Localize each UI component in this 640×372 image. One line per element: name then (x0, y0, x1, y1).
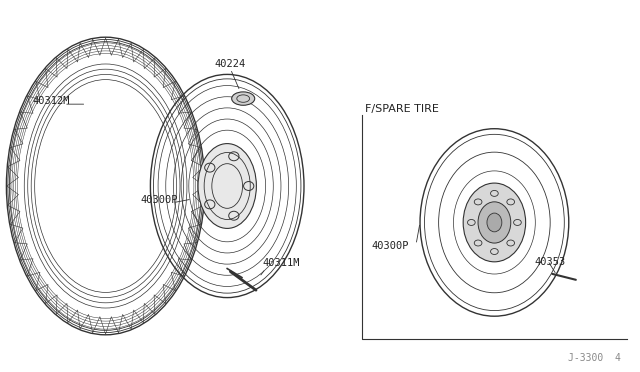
Text: 40311M: 40311M (262, 258, 300, 268)
Ellipse shape (232, 92, 255, 105)
Text: 40300P: 40300P (141, 195, 179, 205)
Text: J-3300  4: J-3300 4 (568, 353, 621, 363)
Ellipse shape (463, 183, 525, 262)
Ellipse shape (198, 144, 257, 228)
Text: 40300P: 40300P (371, 241, 409, 251)
Text: 40312M: 40312M (32, 96, 70, 106)
Ellipse shape (487, 213, 502, 232)
Text: 40353: 40353 (534, 257, 566, 267)
Text: F/SPARE TIRE: F/SPARE TIRE (365, 103, 438, 113)
Ellipse shape (478, 202, 511, 243)
Text: 40224: 40224 (214, 59, 246, 69)
